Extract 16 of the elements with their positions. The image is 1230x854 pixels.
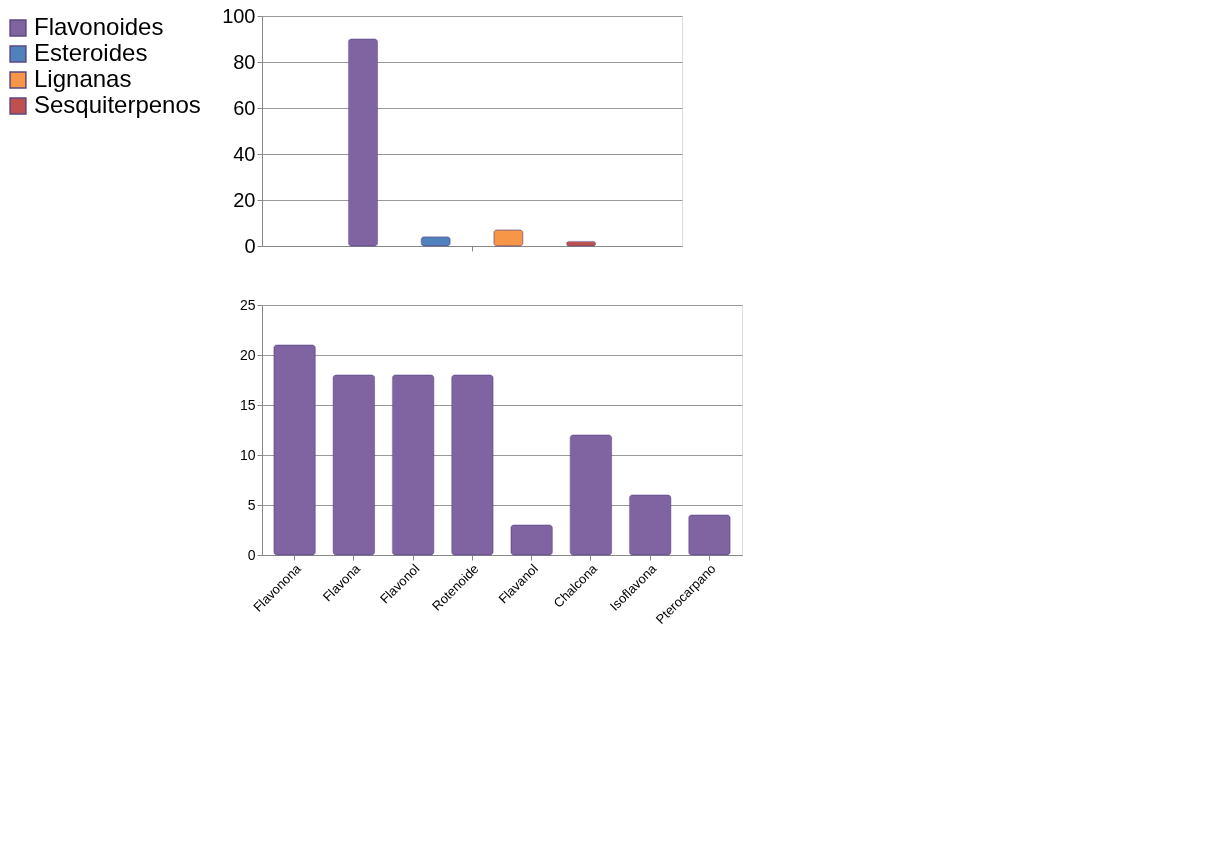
y-tick-label: 15 bbox=[239, 396, 256, 413]
y-tick-label: 40 bbox=[233, 142, 256, 165]
y-tick-label: 0 bbox=[247, 546, 256, 563]
y-tick-label: 0 bbox=[244, 234, 256, 257]
y-tick-label: 20 bbox=[233, 188, 256, 211]
y-tick-label: 20 bbox=[239, 346, 256, 363]
y-tick-label: 80 bbox=[233, 50, 256, 73]
legend-label: Esteroides bbox=[34, 39, 148, 66]
y-tick-label: 5 bbox=[247, 496, 256, 513]
y-tick-label: 60 bbox=[233, 96, 256, 119]
y-tick-label: 100 bbox=[222, 4, 256, 27]
legend-label: Sesquiterpenos bbox=[34, 91, 201, 118]
legend-label: Lignanas bbox=[34, 65, 132, 92]
legend-label: Flavonoides bbox=[34, 13, 164, 40]
y-tick-label: 10 bbox=[239, 446, 256, 463]
y-tick-label: 25 bbox=[239, 296, 256, 313]
